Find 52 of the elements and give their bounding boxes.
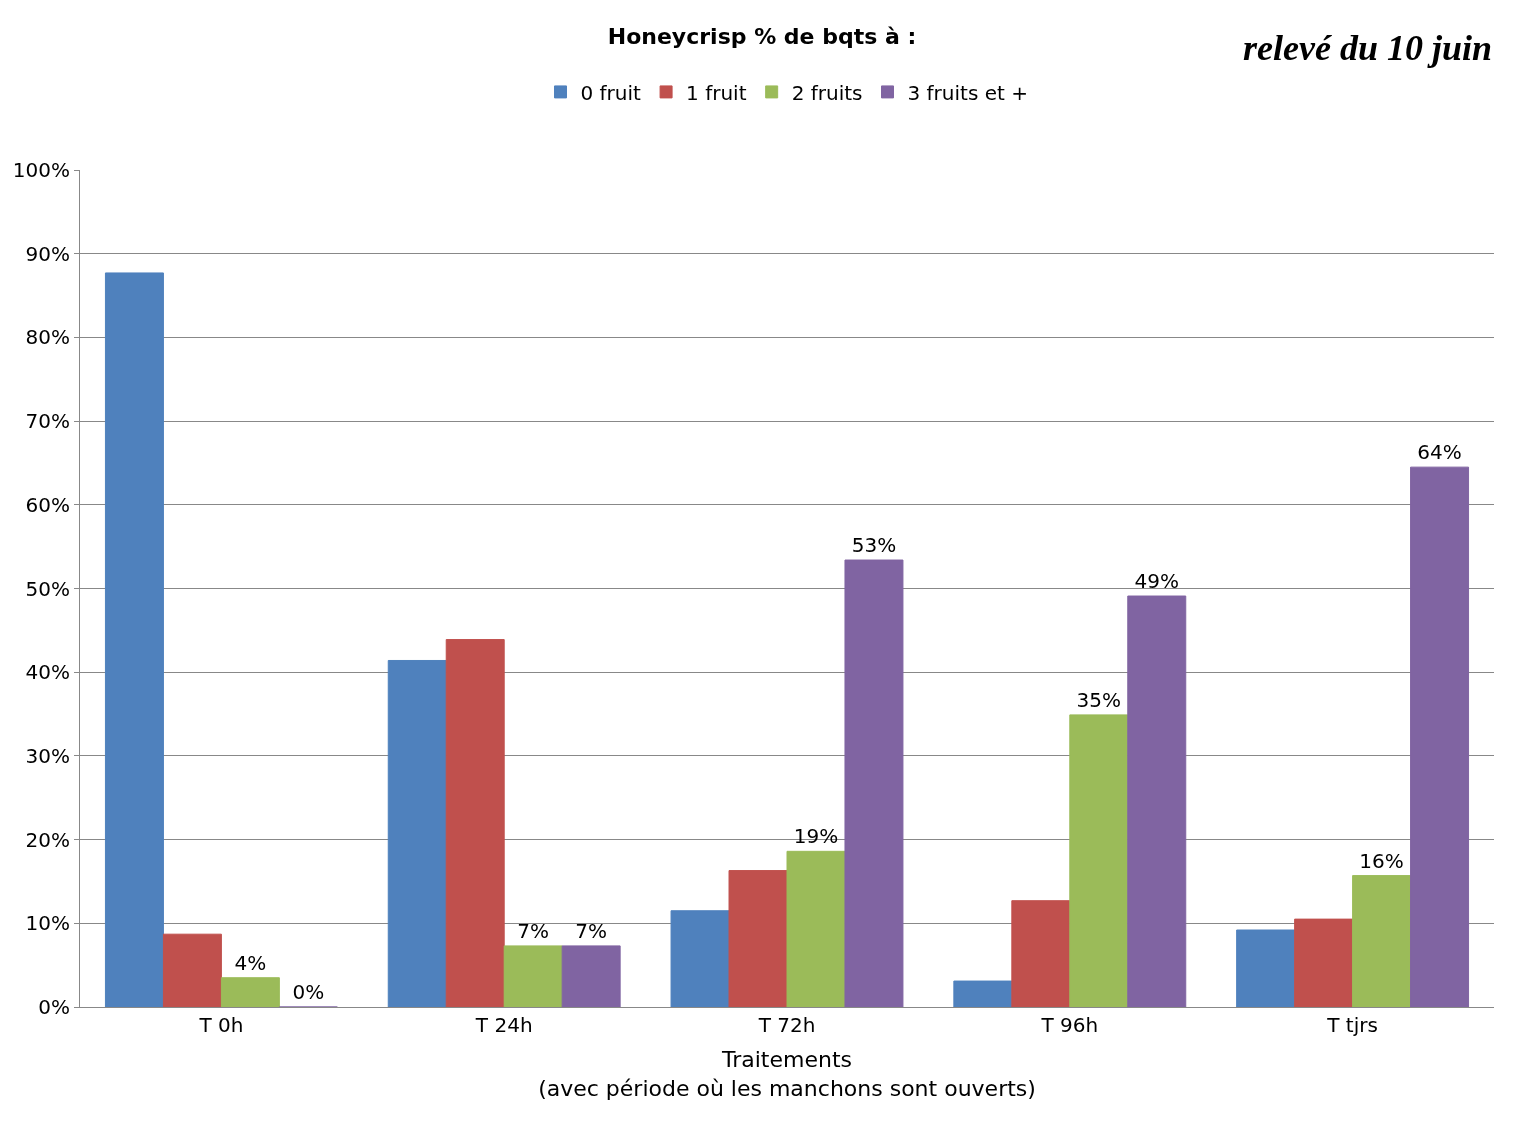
bar xyxy=(1236,929,1296,1007)
y-tick-label: 50% xyxy=(25,576,70,601)
bar xyxy=(104,272,164,1007)
bar xyxy=(786,850,846,1007)
bar xyxy=(953,980,1013,1007)
x-tick-label: T tjrs xyxy=(1326,1013,1378,1037)
y-tick-label: 70% xyxy=(25,409,70,434)
data-label: 19% xyxy=(793,824,839,849)
y-tick-label: 80% xyxy=(25,325,70,350)
bar xyxy=(1011,900,1071,1007)
y-tick-label: 30% xyxy=(25,743,70,768)
data-label: 4% xyxy=(234,950,267,975)
bar xyxy=(1294,918,1354,1007)
bar xyxy=(1352,875,1412,1007)
bar xyxy=(445,639,505,1007)
y-tick-label: 0% xyxy=(38,995,70,1019)
y-tick-label: 60% xyxy=(25,492,70,517)
y-tick-label: 20% xyxy=(25,827,70,852)
y-tick-label: 90% xyxy=(25,241,70,266)
x-axis-title: Traitements (avec période où les manchons sont ouverts) xyxy=(538,1046,1036,1101)
legend-label: 0 fruit xyxy=(580,80,642,105)
data-label: 64% xyxy=(1417,440,1462,465)
x-tick-label: T 24h xyxy=(474,1013,533,1037)
legend-label: 3 fruits et + xyxy=(907,80,1028,105)
bar xyxy=(503,945,563,1007)
data-label: 0% xyxy=(292,980,325,1004)
bar xyxy=(844,559,904,1007)
x-tick-label: T 96h xyxy=(1040,1013,1099,1037)
bar xyxy=(670,910,730,1007)
bar xyxy=(387,659,447,1007)
bar xyxy=(728,870,788,1007)
x-tick-label: T 72h xyxy=(757,1013,816,1037)
data-label: 49% xyxy=(1134,569,1179,594)
bar xyxy=(220,977,280,1007)
bar xyxy=(162,933,222,1007)
bar xyxy=(1127,595,1187,1007)
chart-title: Honeycrisp % de bqts à : xyxy=(607,23,917,49)
legend-label: 1 fruit xyxy=(686,80,747,105)
y-tick-label: 40% xyxy=(25,660,70,685)
legend-label: 2 fruits xyxy=(791,80,863,105)
data-label: 7% xyxy=(517,918,550,943)
data-label: 35% xyxy=(1076,687,1122,712)
bar xyxy=(1410,466,1470,1007)
data-label: 16% xyxy=(1359,848,1404,873)
bar xyxy=(561,945,621,1007)
x-tick-label: T 0h xyxy=(198,1013,244,1037)
data-label: 53% xyxy=(851,533,897,558)
text: relevé du 10 juin xyxy=(1243,28,1492,68)
y-tick-label: 10% xyxy=(25,911,70,936)
y-tick-label: 100% xyxy=(12,158,70,182)
bar xyxy=(1069,714,1129,1007)
data-label: 7% xyxy=(575,918,608,943)
